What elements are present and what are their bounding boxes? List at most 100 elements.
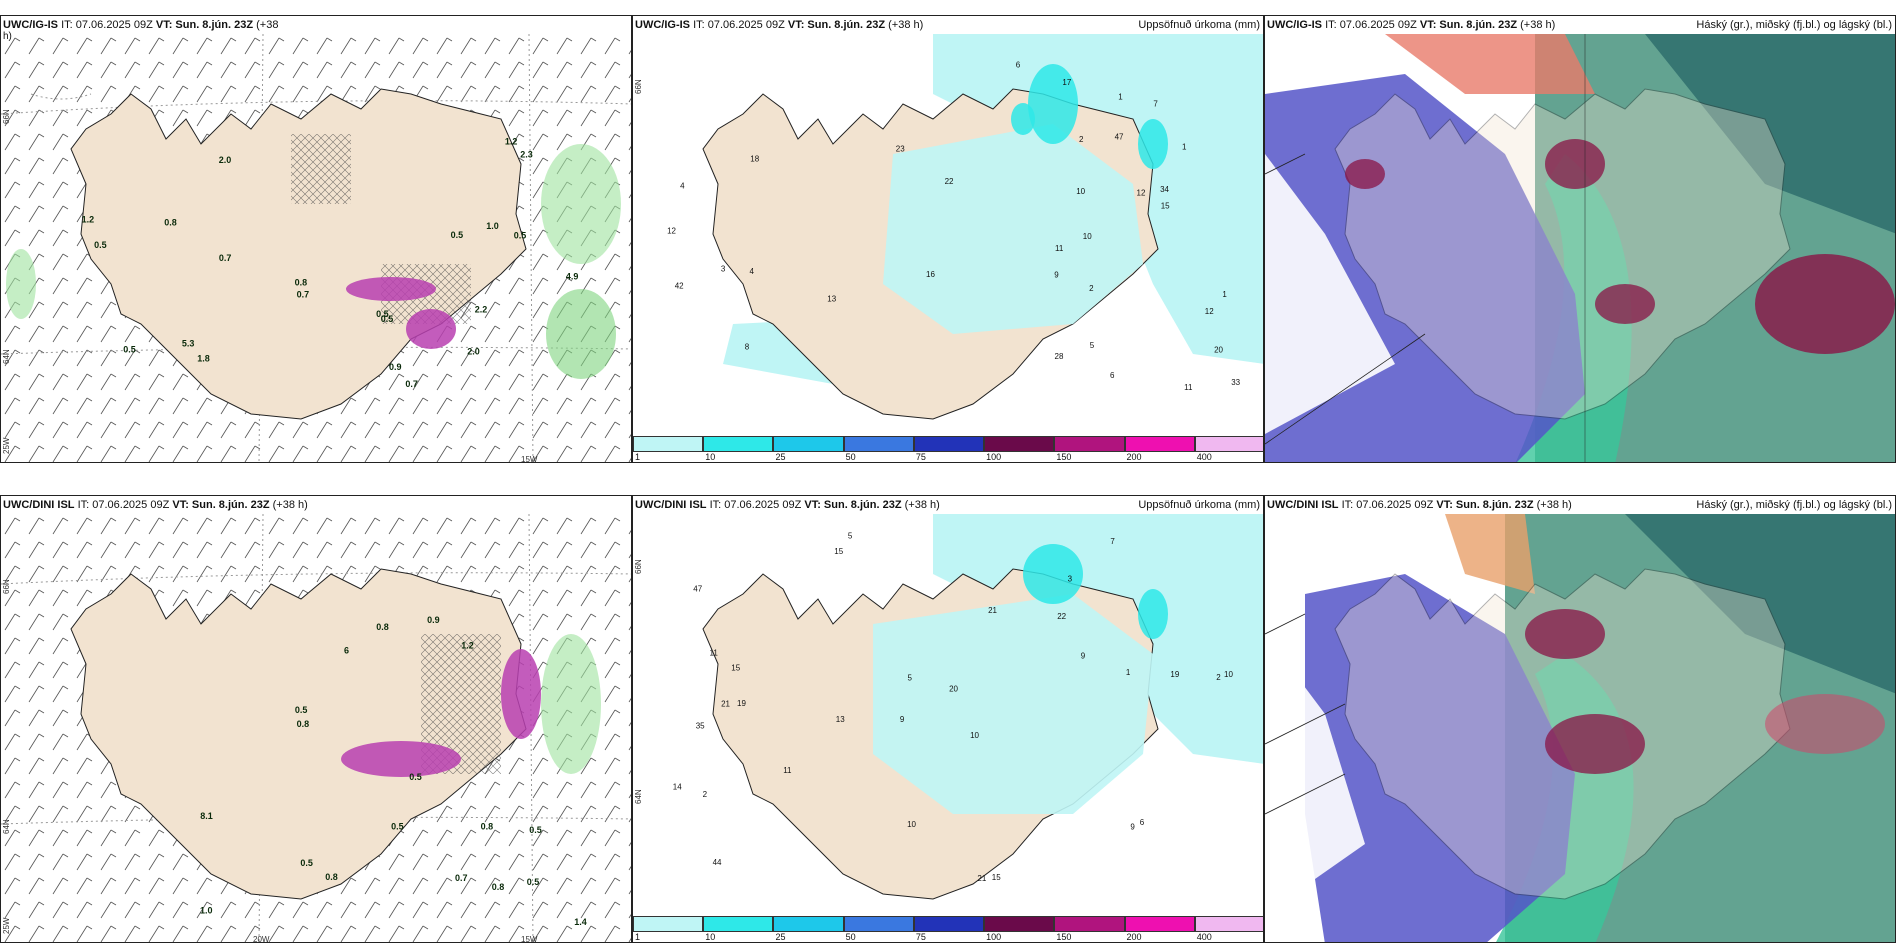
value-label: 2.3	[520, 150, 533, 160]
high-cloud-area	[1345, 159, 1385, 189]
value-label: 23	[896, 145, 905, 154]
value-label: 20	[949, 685, 958, 694]
precip-area	[1138, 119, 1168, 169]
value-label: 1.2	[461, 640, 474, 650]
precip-area	[1011, 103, 1035, 135]
colorbar-cell	[1054, 436, 1125, 452]
precip-area	[1138, 589, 1168, 639]
value-label: 2.0	[219, 155, 232, 165]
value-label: 8	[745, 343, 750, 352]
panel-title: UWC/IG-IS IT: 07.06.2025 09Z VT: Sun. 8.…	[3, 19, 279, 31]
lat-label-64n: 64N	[2, 349, 11, 364]
lat-label-64n: 64N	[2, 819, 11, 834]
value-label: 21	[721, 699, 730, 708]
colorbar-tick-label: 200	[1126, 932, 1142, 942]
value-label: 6	[1016, 61, 1021, 70]
precip-area	[346, 277, 436, 301]
value-label: 33	[1231, 378, 1240, 387]
panel-title: UWC/IG-IS IT: 07.06.2025 09Z VT: Sun. 8.…	[635, 19, 924, 31]
value-label: 6	[1110, 371, 1115, 380]
lon-label-25w: 25W	[2, 437, 11, 454]
value-label: 1.8	[197, 354, 210, 364]
value-label: 1	[1118, 93, 1123, 102]
value-label: 10	[1083, 232, 1092, 241]
colorbar-tick-label: 400	[1196, 452, 1212, 462]
value-label: 11	[783, 766, 792, 775]
high-cloud-area	[1595, 284, 1655, 324]
panel-title: UWC/DINI ISL IT: 07.06.2025 09Z VT: Sun.…	[3, 499, 308, 511]
high-cloud-area	[1755, 254, 1895, 354]
precip-area	[1028, 64, 1078, 144]
panel-top-middle-precip-map: UWC/IG-IS IT: 07.06.2025 09Z VT: Sun. 8.…	[632, 15, 1264, 463]
value-label: 12	[1205, 307, 1214, 316]
colorbar-cell	[1194, 436, 1263, 452]
colorbar-cell	[773, 916, 844, 932]
value-label: 17	[1062, 78, 1071, 87]
map-cloud-cover	[1265, 34, 1895, 462]
precip-area-light	[541, 634, 601, 774]
value-label: 20	[1214, 345, 1223, 354]
lat-label-66n: 66N	[2, 579, 11, 594]
colorbar-cell	[703, 916, 774, 932]
map-wind-precip: 1.0 0.5 0.5 0.5 6 0.9 0.5 1.2 0.8 0.5 1.4 0.8 0.8 0.8…	[1, 514, 631, 942]
value-label: 11	[1055, 244, 1064, 253]
value-label: 0.5	[409, 772, 422, 782]
colorbar-tick-label: 50	[845, 932, 856, 942]
value-label: 1.0	[486, 221, 499, 231]
panel-right-title: Háský (gr.), miðský (fj.bl.) og lágský (…	[1696, 499, 1892, 511]
precip-area-light	[541, 144, 621, 264]
value-label: 8.1	[200, 811, 213, 821]
colorbar-cell	[1124, 916, 1195, 932]
value-label: 0.5	[300, 858, 313, 868]
value-label: 9	[1054, 270, 1059, 279]
panel-top-right-cloud-map: UWC/IG-IS IT: 07.06.2025 09Z VT: Sun. 8.…	[1264, 15, 1896, 463]
colorbar-cell	[703, 436, 774, 452]
lon-label-15w: 15W	[521, 455, 538, 463]
map-accumulated-precip: 5 3 2 9 10 19 47 22 35 21 20 44 15 13 21 15 10 7 9 11 15 21 10…	[633, 514, 1263, 918]
colorbar-tick-label: 10	[705, 452, 716, 462]
lat-label-66n: 66N	[2, 109, 11, 124]
value-label: 0.5	[123, 345, 136, 355]
value-label: 3	[721, 265, 726, 274]
precip-area-light	[546, 289, 616, 379]
panel-right-title: Háský (gr.), miðský (fj.bl.) og lágský (…	[1696, 19, 1892, 31]
value-label: 2	[1089, 284, 1094, 293]
value-label: 2.0	[467, 347, 480, 357]
value-label: 12	[1137, 189, 1146, 198]
value-label: 9	[1130, 823, 1135, 832]
value-label: 0.9	[389, 362, 402, 372]
value-label: 0.5	[514, 231, 527, 241]
value-label: 1	[1222, 290, 1227, 299]
value-label: 42	[675, 281, 684, 290]
panel-title: UWC/DINI ISL IT: 07.06.2025 09Z VT: Sun.…	[1267, 499, 1572, 511]
value-label: 11	[710, 648, 719, 657]
iceland-landmass	[1334, 88, 1791, 420]
value-label: 10	[1076, 187, 1085, 196]
value-label: 0.7	[455, 873, 468, 883]
high-cloud-area	[1545, 714, 1645, 774]
value-label: 5	[1090, 341, 1095, 350]
colorbar-tick-label: 150	[1056, 932, 1072, 942]
high-cloud-area	[1525, 609, 1605, 659]
value-label: 47	[693, 585, 702, 594]
value-label: 0.9	[427, 615, 440, 625]
value-label: 3	[1068, 574, 1073, 583]
colorbar-tick-label: 25	[775, 932, 786, 942]
value-label: 15	[731, 664, 740, 673]
value-label: 10	[907, 820, 916, 829]
value-label: 0.7	[297, 290, 310, 300]
lat-label-66n: 66N	[634, 559, 643, 574]
precip-colorbar: 1 10 25 50 75 100 150 200 400	[633, 436, 1263, 462]
value-label: 0.8	[481, 821, 494, 831]
colorbar-cell	[1194, 916, 1263, 932]
value-label: 0.8	[492, 882, 505, 892]
precip-area	[341, 741, 461, 777]
colorbar-cell	[843, 436, 914, 452]
value-label: 12	[667, 227, 676, 236]
colorbar-tick-label: 200	[1126, 452, 1142, 462]
value-label: 0.5	[376, 309, 389, 319]
colorbar-cell	[1054, 916, 1125, 932]
value-label: 2.2	[475, 304, 488, 314]
value-label: 44	[713, 858, 722, 867]
value-label: 1	[1126, 668, 1131, 677]
